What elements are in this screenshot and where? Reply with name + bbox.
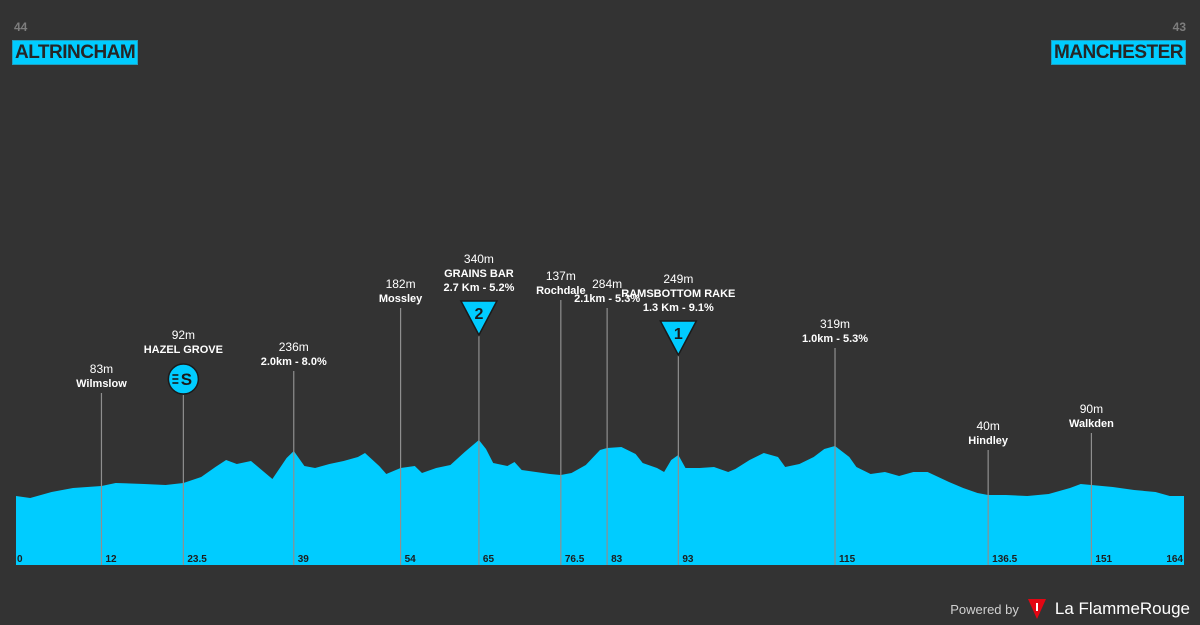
finish-city-label: MANCHESTER: [1050, 40, 1186, 65]
la-flamme-rouge-logo-icon: [1027, 599, 1046, 619]
label-altitude: 92m: [172, 328, 195, 342]
km-marker-12: 12: [105, 554, 117, 565]
kom-category-number: 1: [674, 326, 683, 343]
km-marker-54: 54: [405, 554, 417, 565]
km-marker-0: 0: [17, 554, 23, 565]
label-name: Hindley: [968, 435, 1009, 447]
label-name: 2.0km - 8.0%: [261, 356, 327, 368]
label-altitude: 340m: [464, 252, 494, 266]
km-marker-65: 65: [483, 554, 495, 565]
label-name: Walkden: [1069, 418, 1114, 430]
label-name: Rochdale: [536, 285, 586, 297]
label-altitude: 236m: [279, 340, 309, 354]
label-name: Mossley: [379, 293, 423, 305]
profile-label-76.5: Rochdale 137m: [536, 269, 586, 565]
start-city-label: ALTRINCHAM: [12, 40, 139, 65]
powered-by-text: Powered by: [950, 601, 1019, 617]
label-altitude: 284m: [592, 277, 622, 291]
label-name: 1.0km - 5.3%: [802, 333, 868, 345]
km-marker-83: 83: [611, 554, 623, 565]
profile-label-23.5: S HAZEL GROVE 92m: [144, 328, 223, 565]
profile-label-54: Mossley 182m: [379, 277, 423, 565]
km-marker-151: 151: [1095, 554, 1112, 565]
kom-category-icon: [459, 300, 499, 337]
km-marker-164: 164: [1166, 554, 1183, 565]
label-altitude: 137m: [546, 269, 576, 283]
sprint-icon: [167, 363, 200, 395]
label-altitude: 83m: [90, 362, 113, 376]
profile-label-39: 2.0km - 8.0% 236m: [261, 340, 327, 565]
profile-area: [16, 440, 1184, 565]
profile-label-115: 1.0km - 5.3% 319m: [802, 317, 868, 565]
label-subtitle: 1.3 Km - 9.1%: [643, 302, 714, 314]
km-marker-76.5: 76.5: [565, 554, 585, 565]
label-altitude: 319m: [820, 317, 850, 331]
label-name: RAMSBOTTOM RAKE: [621, 288, 735, 300]
label-altitude: 40m: [976, 419, 999, 433]
brand-name: La FlammeRouge: [1054, 599, 1190, 618]
label-name: HAZEL GROVE: [144, 344, 223, 356]
km-marker-93: 93: [682, 554, 694, 565]
footer-credit: Powered by La FlammeRouge: [950, 596, 1190, 622]
km-marker-136.5: 136.5: [992, 554, 1017, 565]
profile-label-93: 1 1.3 Km - 9.1% RAMSBOTTOM RAKE 249m: [621, 272, 735, 565]
label-subtitle: 2.7 Km - 5.2%: [443, 282, 514, 294]
kom-category-number: 2: [474, 306, 483, 323]
label-name: GRAINS BAR: [444, 268, 514, 280]
finish-stage-number: 43: [1172, 20, 1186, 34]
label-altitude: 249m: [663, 272, 693, 286]
label-name: 2.1km - 5.3%: [574, 293, 640, 305]
kom-category-icon: [659, 320, 698, 357]
profile-label-12: Wilmslow 83m: [76, 362, 127, 565]
label-altitude: 182m: [386, 277, 416, 291]
profile-label-136.5: Hindley 40m: [968, 419, 1009, 565]
label-name: Wilmslow: [76, 378, 127, 390]
km-marker-23.5: 23.5: [187, 554, 207, 565]
km-axis: 0 12 23.5 39 54 65 76.5 83 93 115 136.5 151 164: [17, 554, 1183, 565]
km-marker-39: 39: [298, 554, 310, 565]
profile-label-83: 2.1km - 5.3% 284m: [574, 277, 640, 565]
sprint-icon-letter: S: [181, 370, 192, 389]
km-marker-115: 115: [839, 554, 856, 565]
start-stage-number: 44: [14, 20, 28, 34]
profile-label-151: Walkden 90m: [1069, 402, 1114, 565]
profile-label-65: 2 2.7 Km - 5.2% GRAINS BAR 340m: [443, 252, 515, 565]
label-altitude: 90m: [1080, 402, 1103, 416]
